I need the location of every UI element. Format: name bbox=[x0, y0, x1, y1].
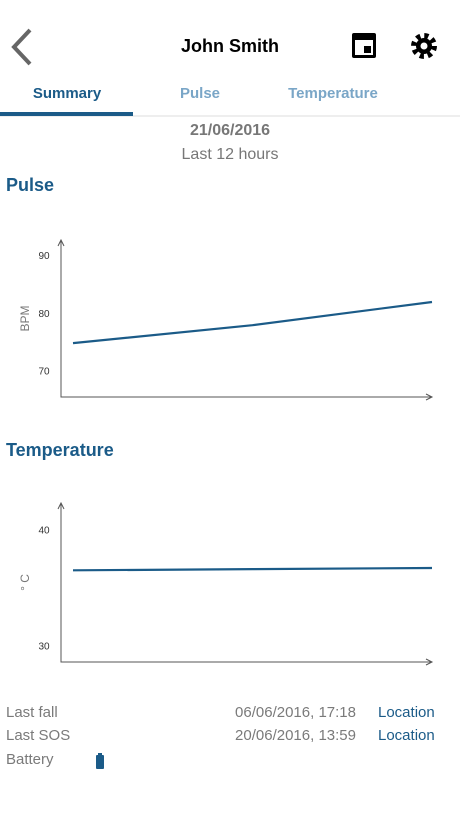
y-tick-label: 80 bbox=[38, 309, 50, 320]
axis-arrow bbox=[57, 238, 434, 401]
info-time: 06/06/2016, 17:18 bbox=[235, 704, 356, 721]
y-tick-label: 90 bbox=[38, 251, 50, 262]
y-tick-label: 30 bbox=[38, 642, 50, 653]
y-axis-label: BPM bbox=[18, 305, 32, 331]
location-link[interactable]: Location bbox=[378, 704, 435, 721]
data-line bbox=[72, 566, 433, 572]
chart-title: Pulse bbox=[6, 175, 54, 195]
info-label: Last SOS bbox=[6, 727, 70, 744]
calendar-button[interactable] bbox=[352, 33, 376, 58]
axes bbox=[60, 503, 432, 663]
axis-arrow bbox=[57, 501, 434, 666]
tab-indicator bbox=[0, 112, 133, 116]
period: Last 12 hours bbox=[182, 146, 279, 163]
info-label: Battery bbox=[6, 751, 54, 768]
back-button[interactable] bbox=[11, 28, 32, 66]
settings-button[interactable] bbox=[411, 33, 437, 59]
battery-icon bbox=[96, 753, 104, 769]
info-time: 20/06/2016, 13:59 bbox=[235, 727, 356, 744]
tab[interactable]: Summary bbox=[33, 85, 102, 102]
axes bbox=[60, 240, 432, 398]
chart-title: Temperature bbox=[6, 440, 114, 460]
y-tick-label: 70 bbox=[38, 367, 50, 378]
date: 21/06/2016 bbox=[190, 122, 270, 139]
y-axis-label: ° C bbox=[18, 574, 32, 591]
tab[interactable]: Pulse bbox=[180, 85, 220, 102]
y-tick-label: 40 bbox=[38, 525, 50, 536]
tab[interactable]: Temperature bbox=[288, 85, 378, 102]
header-title: John Smith bbox=[181, 36, 279, 56]
info-label: Last fall bbox=[6, 704, 58, 721]
location-link[interactable]: Location bbox=[378, 727, 435, 744]
data-line bbox=[72, 300, 433, 345]
